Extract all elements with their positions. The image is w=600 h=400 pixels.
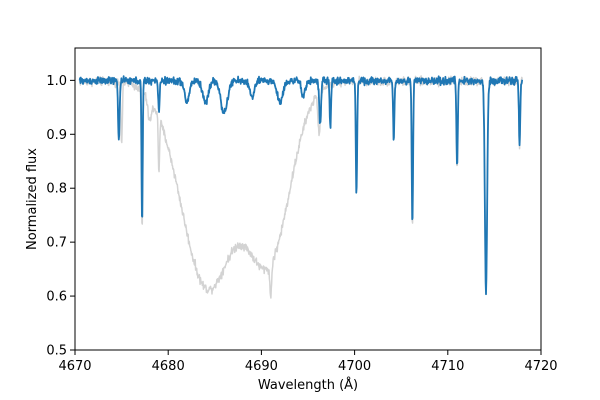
series-layer: [78, 75, 524, 299]
x-tick-label: 4700: [338, 359, 371, 374]
plot-frame: [74, 47, 542, 351]
x-tick-label: 4680: [152, 359, 185, 374]
x-tick-label: 4720: [524, 359, 557, 374]
spectrum-series-line-2: [78, 75, 524, 296]
y-tick-label: 1.0: [46, 74, 67, 89]
x-tick-label: 4690: [245, 359, 278, 374]
y-tick-label: 0.9: [46, 128, 67, 143]
x-tick-label: 4670: [58, 359, 91, 374]
x-tick-label: 4710: [431, 359, 464, 374]
x-axis-label: Wavelength (Å): [258, 377, 358, 393]
y-tick-label: 0.5: [46, 344, 67, 359]
y-axis-label: Normalized flux: [25, 148, 40, 250]
ticks-layer: 4670 4680 4690 4700 4710 4720 0.5 0.6 0.7 0.8 0.9 1…: [46, 74, 557, 374]
y-tick-label: 0.6: [46, 290, 67, 305]
y-tick-label: 0.7: [46, 236, 67, 251]
y-tick-label: 0.8: [46, 182, 67, 197]
